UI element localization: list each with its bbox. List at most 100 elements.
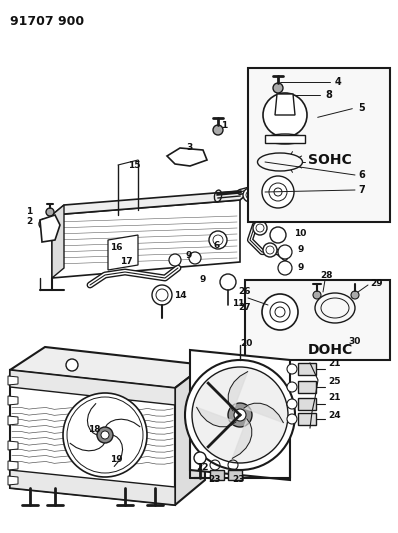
Circle shape — [192, 367, 288, 463]
Circle shape — [313, 291, 321, 299]
Circle shape — [185, 360, 295, 470]
Circle shape — [262, 294, 298, 330]
Text: 23: 23 — [232, 475, 244, 484]
Polygon shape — [52, 205, 64, 278]
Bar — [210, 470, 224, 480]
Text: 1: 1 — [221, 122, 227, 131]
Circle shape — [63, 393, 147, 477]
Text: 9: 9 — [185, 251, 191, 260]
Text: SOHC: SOHC — [308, 153, 352, 167]
Bar — [228, 470, 242, 480]
Polygon shape — [10, 470, 175, 505]
Polygon shape — [108, 235, 138, 270]
Polygon shape — [265, 135, 305, 143]
Polygon shape — [244, 403, 283, 423]
Text: 1: 1 — [26, 207, 32, 216]
Text: 22: 22 — [196, 464, 209, 472]
Text: 24: 24 — [328, 411, 341, 421]
Polygon shape — [40, 215, 60, 242]
Circle shape — [243, 188, 257, 202]
Text: 28: 28 — [320, 271, 332, 280]
Circle shape — [287, 364, 297, 374]
Polygon shape — [52, 190, 252, 215]
Text: 14: 14 — [174, 292, 187, 301]
Text: 9: 9 — [298, 263, 304, 272]
Polygon shape — [8, 476, 18, 485]
Text: 6: 6 — [213, 240, 219, 249]
Polygon shape — [8, 396, 18, 405]
Text: 30: 30 — [348, 337, 360, 346]
Polygon shape — [190, 350, 290, 480]
Polygon shape — [70, 442, 105, 451]
Circle shape — [220, 274, 236, 290]
Text: 9: 9 — [298, 246, 304, 254]
Text: 20: 20 — [240, 340, 252, 349]
Bar — [298, 413, 316, 425]
Circle shape — [287, 414, 297, 424]
Text: 21: 21 — [328, 359, 341, 367]
Polygon shape — [197, 407, 236, 427]
Polygon shape — [232, 419, 252, 458]
Text: 5: 5 — [358, 103, 365, 113]
Text: 26: 26 — [238, 287, 250, 296]
Circle shape — [278, 245, 292, 259]
Text: 10: 10 — [294, 229, 306, 238]
Polygon shape — [10, 370, 175, 405]
Circle shape — [213, 125, 223, 135]
Text: 16: 16 — [110, 244, 123, 253]
Polygon shape — [10, 347, 205, 388]
Text: 2: 2 — [26, 217, 32, 227]
Circle shape — [66, 359, 78, 371]
Circle shape — [209, 231, 227, 249]
Polygon shape — [113, 435, 123, 466]
Bar — [298, 398, 316, 410]
Polygon shape — [275, 94, 295, 115]
Circle shape — [97, 427, 113, 443]
Circle shape — [273, 83, 283, 93]
Bar — [245, 280, 390, 360]
Circle shape — [263, 93, 307, 137]
Circle shape — [46, 208, 54, 216]
Circle shape — [351, 291, 359, 299]
Circle shape — [270, 227, 286, 243]
Text: 23: 23 — [208, 475, 220, 484]
Circle shape — [253, 221, 267, 235]
Text: 11: 11 — [232, 300, 244, 309]
Circle shape — [152, 285, 172, 305]
Circle shape — [287, 399, 297, 409]
Circle shape — [194, 452, 206, 464]
Circle shape — [189, 252, 201, 264]
Bar — [248, 68, 390, 222]
Text: 17: 17 — [120, 257, 133, 266]
Polygon shape — [88, 403, 97, 435]
Circle shape — [234, 409, 246, 421]
Polygon shape — [167, 148, 207, 166]
Polygon shape — [8, 461, 18, 470]
Bar — [298, 363, 316, 375]
Text: 18: 18 — [88, 425, 101, 434]
Polygon shape — [8, 416, 18, 425]
Polygon shape — [228, 372, 248, 411]
Circle shape — [263, 243, 277, 257]
Polygon shape — [52, 200, 240, 278]
Circle shape — [169, 254, 181, 266]
Text: 8: 8 — [325, 90, 332, 100]
Polygon shape — [8, 441, 18, 450]
Text: 91707 900: 91707 900 — [10, 15, 84, 28]
Text: 6: 6 — [358, 170, 365, 180]
Polygon shape — [8, 376, 18, 385]
Text: 19: 19 — [110, 456, 123, 464]
Circle shape — [287, 382, 297, 392]
Text: 9: 9 — [200, 276, 207, 285]
Circle shape — [278, 261, 292, 275]
Text: 3: 3 — [186, 142, 192, 151]
Polygon shape — [175, 365, 205, 505]
Text: 27: 27 — [238, 303, 251, 312]
Text: 4: 4 — [335, 77, 342, 87]
Circle shape — [101, 431, 109, 439]
Text: 29: 29 — [370, 279, 382, 287]
Text: 7: 7 — [358, 185, 365, 195]
Circle shape — [228, 403, 252, 427]
Polygon shape — [105, 419, 140, 428]
Bar — [298, 381, 316, 393]
